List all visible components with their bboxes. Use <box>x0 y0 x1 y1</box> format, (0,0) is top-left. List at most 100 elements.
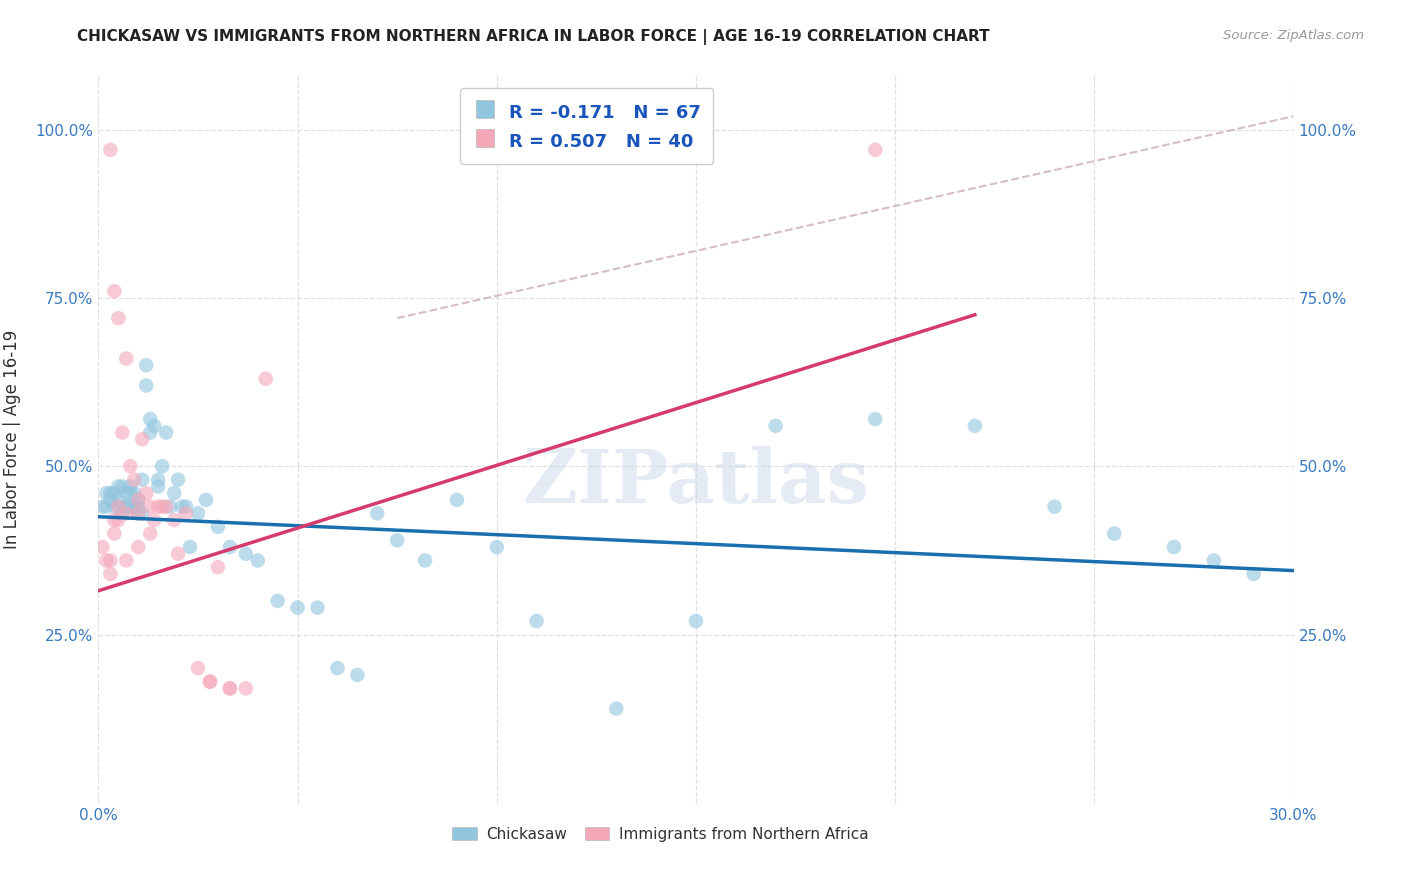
Point <box>115 507 138 521</box>
Point <box>103 513 125 527</box>
Point <box>326 661 349 675</box>
Point <box>159 500 181 514</box>
Point <box>135 358 157 372</box>
Point <box>219 681 242 696</box>
Point <box>103 526 125 541</box>
Point <box>127 492 149 507</box>
Point <box>131 507 153 521</box>
Point <box>115 553 138 567</box>
Point <box>187 661 209 675</box>
Point <box>139 425 162 440</box>
Point <box>219 540 242 554</box>
Point <box>167 473 190 487</box>
Point <box>120 486 142 500</box>
Point <box>131 432 153 446</box>
Point <box>1043 500 1066 514</box>
Point <box>124 473 146 487</box>
Point <box>98 492 122 507</box>
Point <box>198 674 221 689</box>
Point <box>131 473 153 487</box>
Point <box>111 507 134 521</box>
Point <box>198 674 221 689</box>
Point <box>103 500 125 514</box>
Point <box>107 492 129 507</box>
Point <box>143 513 166 527</box>
Point <box>96 553 118 567</box>
Point <box>195 492 218 507</box>
Point <box>150 500 173 514</box>
Point <box>207 560 229 574</box>
Point <box>155 425 177 440</box>
Point <box>605 701 627 715</box>
Point <box>115 500 138 514</box>
Point <box>163 486 186 500</box>
Point <box>139 500 162 514</box>
Point <box>254 372 277 386</box>
Point <box>865 143 887 157</box>
Point <box>120 459 142 474</box>
Point <box>115 351 138 366</box>
Point <box>135 378 157 392</box>
Point <box>98 143 122 157</box>
Point <box>111 479 134 493</box>
Point <box>219 681 242 696</box>
Point <box>127 500 149 514</box>
Point <box>107 513 129 527</box>
Point <box>127 507 149 521</box>
Text: Source: ZipAtlas.com: Source: ZipAtlas.com <box>1223 29 1364 42</box>
Point <box>115 486 138 500</box>
Point <box>485 540 508 554</box>
Point <box>267 594 290 608</box>
Point <box>107 479 129 493</box>
Point <box>148 473 170 487</box>
Y-axis label: In Labor Force | Age 16-19: In Labor Force | Age 16-19 <box>3 330 21 549</box>
Point <box>124 500 146 514</box>
Point <box>765 418 787 433</box>
Point <box>174 507 197 521</box>
Text: CHICKASAW VS IMMIGRANTS FROM NORTHERN AFRICA IN LABOR FORCE | AGE 16-19 CORRELAT: CHICKASAW VS IMMIGRANTS FROM NORTHERN AF… <box>77 29 990 45</box>
Point <box>179 540 201 554</box>
Point <box>287 600 309 615</box>
Point <box>127 540 149 554</box>
Point <box>115 500 138 514</box>
Point <box>187 507 209 521</box>
Point <box>91 540 114 554</box>
Point <box>150 459 173 474</box>
Point <box>127 492 149 507</box>
Point <box>139 412 162 426</box>
Point <box>167 547 190 561</box>
Point <box>366 507 388 521</box>
Point <box>172 500 194 514</box>
Point <box>1202 553 1225 567</box>
Point <box>148 479 170 493</box>
Point <box>98 553 122 567</box>
Point <box>1243 566 1265 581</box>
Point <box>526 614 548 628</box>
Point <box>207 520 229 534</box>
Point <box>155 500 177 514</box>
Point <box>98 566 122 581</box>
Point <box>135 486 157 500</box>
Point <box>107 311 129 326</box>
Point <box>96 500 118 514</box>
Text: ZIPatlas: ZIPatlas <box>523 446 869 519</box>
Legend: Chickasaw, Immigrants from Northern Africa: Chickasaw, Immigrants from Northern Afri… <box>444 820 876 850</box>
Point <box>148 500 170 514</box>
Point <box>685 614 707 628</box>
Point <box>98 486 122 500</box>
Point <box>246 553 269 567</box>
Point <box>235 547 257 561</box>
Point <box>865 412 887 426</box>
Point <box>127 507 149 521</box>
Point <box>107 500 129 514</box>
Point <box>346 668 368 682</box>
Point <box>163 513 186 527</box>
Point <box>107 500 129 514</box>
Point <box>124 486 146 500</box>
Point <box>1163 540 1185 554</box>
Point <box>963 418 986 433</box>
Point <box>120 500 142 514</box>
Point <box>413 553 436 567</box>
Point <box>174 500 197 514</box>
Point <box>446 492 468 507</box>
